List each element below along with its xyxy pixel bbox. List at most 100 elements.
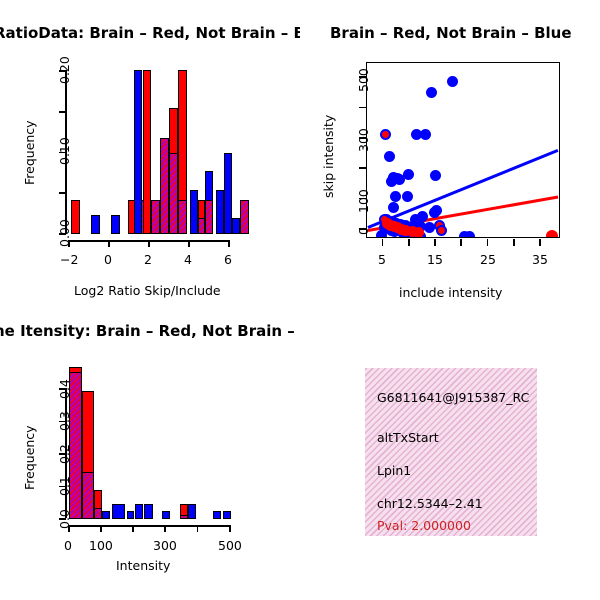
- x-tick-6: [228, 240, 230, 247]
- y-tick-0-00: [59, 233, 66, 235]
- y-tick-100: [359, 197, 366, 200]
- scatter-point-not-brain: [402, 191, 413, 202]
- bar-b-purple-4: [180, 515, 188, 519]
- y-ticklabel-500: 500: [356, 68, 371, 92]
- y-ticklabel-100: 100: [356, 189, 371, 213]
- x-ticklabel-4: 4: [184, 252, 192, 267]
- bar-red-3: [143, 70, 151, 234]
- bar-blue-4: [190, 189, 198, 234]
- x-tick-5: [381, 239, 384, 246]
- y-tick-b-0-3: [59, 420, 66, 423]
- y-tick-b-0-4: [59, 388, 66, 390]
- info-line-locus: chr12.5344–2.41: [377, 496, 483, 511]
- panel-feature-info: G6811641@J915387_RC altTxStart Lpin1 chr…: [300, 300, 600, 600]
- y-tick-400: [359, 106, 366, 109]
- bar-b-purple-1: [69, 371, 82, 519]
- scatter-point-brain: [407, 226, 418, 237]
- x-ticklabel-b-300: 300: [153, 538, 177, 553]
- bar-b-purple-3: [94, 508, 102, 519]
- x-tick-4: [188, 240, 190, 247]
- x-ticklabel-neg2: −2: [60, 252, 79, 267]
- y-tick-0: [359, 228, 366, 230]
- scatter-point-not-brain: [410, 214, 421, 225]
- bar-b-blue-1: [102, 510, 110, 519]
- bar-purple-3: [160, 137, 169, 234]
- y-ticklabel-0-10: 0.10: [57, 137, 72, 165]
- x-tick-b-0: [68, 525, 70, 532]
- y-tick-b-0-2: [59, 453, 66, 455]
- x-axis-label-include-intensity: include intensity: [399, 285, 503, 300]
- info-line-event-type: altTxStart: [377, 430, 439, 445]
- y-tick-300: [359, 137, 366, 139]
- info-line-probe-id: G6811641@J915387_RC: [377, 390, 530, 405]
- bar-purple-6: [198, 217, 205, 234]
- y-tick-0-05: [59, 192, 66, 195]
- scatter-point-brain: [413, 227, 424, 237]
- bar-b-blue-8: [213, 510, 221, 519]
- x-ticklabel-b-0: 0: [64, 538, 72, 553]
- scatter-point-not-brain: [411, 129, 422, 140]
- x-tick-b-400: [196, 525, 199, 532]
- scatter-point-not-brain: [376, 230, 387, 237]
- bar-b-blue-5: [144, 504, 153, 519]
- x-ticklabel-5: 5: [378, 252, 386, 267]
- x-ticklabel-35: 35: [532, 252, 548, 267]
- bar-red-1: [71, 199, 80, 234]
- y-axis-label-skip-intensity: skip intensity: [321, 114, 336, 198]
- bar-b-blue-3: [127, 510, 134, 519]
- scatter-point-not-brain: [417, 211, 428, 222]
- bar-b-blue-9: [223, 510, 231, 519]
- feature-info-box: G6811641@J915387_RC altTxStart Lpin1 chr…: [365, 368, 537, 536]
- info-line-pval: Pval: 2.000000: [377, 518, 471, 533]
- x-ticklabel-2: 2: [144, 252, 152, 267]
- x-ticklabel-b-500: 500: [218, 538, 242, 553]
- y-ticklabel-0-20: 0.20: [57, 56, 72, 84]
- scatter-point-not-brain: [430, 170, 441, 181]
- scatter-point-not-brain: [403, 169, 414, 180]
- y-ticklabel-300: 300: [356, 128, 371, 152]
- y-tick-0-10: [59, 151, 66, 154]
- bar-blue-1: [91, 214, 100, 234]
- scatter-point-not-brain: [415, 221, 426, 232]
- scatter-point-not-brain: [394, 174, 405, 185]
- scatter-point-not-brain: [386, 176, 397, 187]
- info-line-gene-symbol: Lpin1: [377, 463, 412, 478]
- scatter-point-brain: [546, 230, 558, 237]
- y-tick-0-15: [59, 110, 66, 113]
- bar-b-blue-7: [188, 504, 196, 519]
- x-ticklabel-15: 15: [427, 252, 443, 267]
- x-tick-10: [408, 239, 410, 246]
- x-ticklabel-6: 6: [224, 252, 232, 267]
- panel-title-gene-intensity: ne Itensity: Brain – Red, Not Brain – B: [0, 322, 300, 340]
- x-axis-line-bottom-left: [68, 525, 229, 527]
- panel-title-log2-ratio: RatioData: Brain – Red, Not Brain – Blu: [0, 24, 300, 42]
- x-tick-25: [486, 239, 489, 246]
- x-ticklabel-25: 25: [480, 252, 496, 267]
- panel-intensity-scatter: Brain – Red, Not Brain – Blue skip inten…: [300, 0, 600, 300]
- bar-blue-7: [224, 152, 232, 234]
- y-axis-label-frequency-bottom: Frequency: [22, 425, 37, 490]
- bar-blue-8: [232, 217, 240, 234]
- scatter-point-brain: [436, 225, 447, 236]
- y-tick-200: [359, 167, 366, 170]
- x-tick-2: [148, 240, 150, 247]
- panel-title-scatter: Brain – Red, Not Brain – Blue: [330, 24, 572, 42]
- scatter-point-not-brain: [429, 207, 440, 218]
- bar-blue-3: [134, 70, 142, 234]
- bar-purple-4: [169, 152, 178, 234]
- scatter-plot-frame: [366, 62, 560, 238]
- x-tick-20: [460, 239, 463, 246]
- x-tick-35: [539, 239, 541, 246]
- x-ticklabel-b-100: 100: [89, 538, 113, 553]
- panel-gene-intensity-histogram: ne Itensity: Brain – Red, Not Brain – B …: [0, 300, 300, 600]
- scatter-point-not-brain: [464, 231, 475, 237]
- y-tick-b-0-1: [59, 485, 66, 488]
- scatter-point-not-brain: [384, 151, 395, 162]
- bar-b-purple-2: [82, 471, 94, 519]
- x-tick-b-300: [164, 525, 167, 532]
- scatter-point-brain: [380, 129, 391, 140]
- x-tick-b-200: [132, 525, 134, 532]
- y-ticklabel-0: 0: [356, 227, 371, 235]
- scatter-point-not-brain: [424, 222, 435, 233]
